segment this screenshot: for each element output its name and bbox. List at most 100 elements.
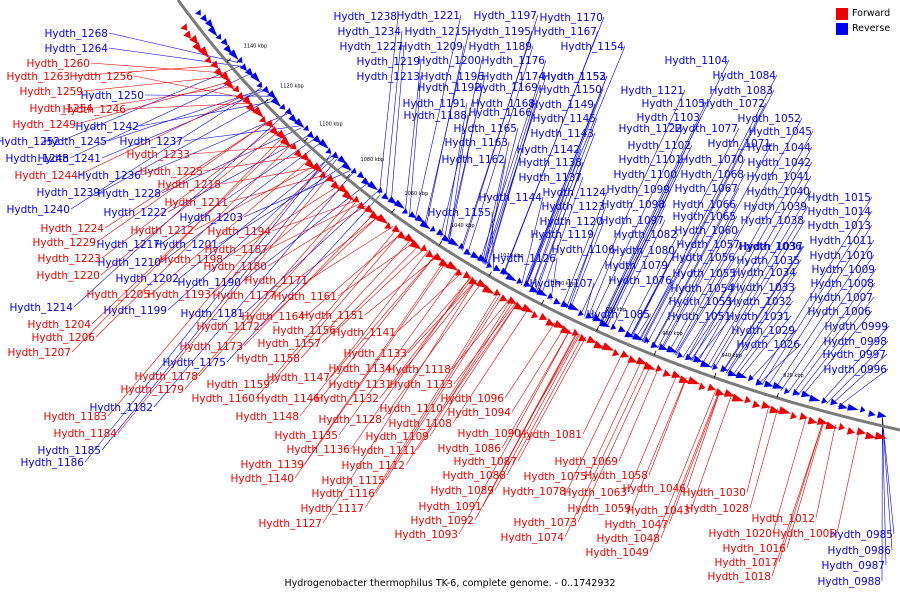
gene-arrow[interactable]	[627, 355, 638, 363]
gene-label[interactable]: Hydth_1053	[668, 296, 732, 308]
gene-label[interactable]: Hydth_1121	[620, 85, 684, 97]
gene-arrow[interactable]	[593, 340, 605, 349]
gene-arrow[interactable]	[204, 56, 212, 64]
gene-label[interactable]: Hydth_1072	[701, 98, 765, 110]
gene-label[interactable]: Hydth_1090	[457, 428, 521, 440]
gene-label[interactable]: Hydth_1240	[6, 204, 70, 216]
gene-arrow[interactable]	[200, 14, 208, 22]
gene-label[interactable]: Hydth_1015	[807, 192, 871, 204]
gene-label[interactable]: Hydth_1099	[606, 184, 670, 196]
gene-label[interactable]: Hydth_1162	[441, 154, 505, 166]
gene-arrow[interactable]	[306, 131, 315, 139]
gene-label[interactable]: Hydth_1089	[430, 485, 494, 497]
gene-arrow[interactable]	[463, 248, 472, 255]
gene-label[interactable]: Hydth_1256	[69, 71, 133, 83]
gene-label[interactable]: Hydth_1184	[53, 428, 117, 440]
gene-label[interactable]: Hydth_1183	[43, 411, 107, 423]
gene-label[interactable]: Hydth_0996	[823, 364, 887, 376]
gene-label[interactable]: Hydth_1167	[533, 26, 597, 38]
gene-label[interactable]: Hydth_1083	[709, 85, 773, 97]
gene-label[interactable]: Hydth_1131	[328, 379, 392, 391]
gene-label[interactable]: Hydth_1254	[29, 103, 93, 115]
gene-arrow[interactable]	[513, 301, 525, 311]
gene-label[interactable]: Hydth_1033	[731, 282, 795, 294]
gene-arrow[interactable]	[864, 431, 877, 440]
gene-label[interactable]: Hydth_1189	[468, 41, 532, 53]
gene-label[interactable]: Hydth_1203	[179, 212, 243, 224]
gene-label[interactable]: Hydth_1032	[728, 296, 792, 308]
gene-label[interactable]: Hydth_1115	[321, 475, 385, 487]
gene-arrow[interactable]	[856, 427, 867, 436]
gene-arrow[interactable]	[270, 96, 281, 107]
gene-arrow[interactable]	[267, 90, 277, 100]
gene-label[interactable]: Hydth_1225	[139, 166, 203, 178]
gene-arrow[interactable]	[242, 95, 252, 106]
gene-label[interactable]: Hydth_1260	[26, 58, 90, 70]
gene-arrow[interactable]	[387, 196, 397, 205]
gene-label[interactable]: Hydth_1149	[530, 99, 594, 111]
gene-arrow[interactable]	[441, 234, 451, 243]
gene-arrow[interactable]	[341, 190, 354, 201]
gene-arrow[interactable]	[658, 343, 668, 350]
gene-arrow[interactable]	[560, 300, 570, 308]
gene-label[interactable]: Hydth_1202	[115, 273, 179, 285]
gene-label[interactable]: Hydth_1163	[444, 137, 508, 149]
gene-label[interactable]: Hydth_1006	[807, 306, 871, 318]
gene-arrow[interactable]	[311, 162, 324, 174]
gene-arrow[interactable]	[847, 403, 859, 411]
gene-arrow[interactable]	[356, 201, 366, 210]
gene-label[interactable]: Hydth_1092	[410, 515, 474, 527]
gene-label[interactable]: Hydth_1122	[618, 123, 682, 135]
gene-arrow[interactable]	[476, 254, 489, 263]
gene-arrow[interactable]	[492, 264, 501, 272]
gene-label[interactable]: Hydth_1169	[474, 82, 538, 94]
gene-label[interactable]: Hydth_1259	[19, 86, 83, 98]
gene-arrow[interactable]	[735, 371, 748, 379]
gene-label[interactable]: Hydth_1014	[807, 206, 871, 218]
gene-arrow[interactable]	[650, 341, 659, 348]
gene-arrow[interactable]	[318, 138, 329, 149]
gene-arrow[interactable]	[687, 376, 701, 385]
gene-label[interactable]: Hydth_1190	[177, 277, 241, 289]
gene-arrow[interactable]	[393, 199, 405, 209]
gene-label[interactable]: Hydth_1151	[300, 310, 364, 322]
gene-arrow[interactable]	[318, 171, 326, 178]
gene-label[interactable]: Hydth_1207	[7, 347, 71, 359]
gene-label[interactable]: Hydth_1077	[674, 123, 738, 135]
gene-label[interactable]: Hydth_1056	[671, 252, 735, 264]
gene-label[interactable]: Hydth_1165	[453, 123, 517, 135]
gene-label[interactable]: Hydth_1097	[600, 215, 664, 227]
gene-label[interactable]: Hydth_1145	[532, 113, 596, 125]
gene-arrow[interactable]	[790, 411, 797, 420]
gene-label[interactable]: Hydth_1137	[518, 172, 582, 184]
gene-label[interactable]: Hydth_0999	[824, 321, 888, 333]
gene-arrow[interactable]	[723, 389, 736, 397]
gene-arrow[interactable]	[692, 355, 703, 363]
gene-arrow[interactable]	[636, 356, 648, 365]
gene-label[interactable]: Hydth_1139	[240, 459, 304, 471]
gene-arrow[interactable]	[425, 250, 434, 258]
gene-label[interactable]: Hydth_1180	[203, 261, 267, 273]
gene-label[interactable]: Hydth_1242	[75, 121, 139, 133]
gene-arrow[interactable]	[874, 431, 888, 440]
gene-label[interactable]: Hydth_1148	[235, 411, 299, 423]
gene-arrow[interactable]	[662, 369, 671, 377]
gene-label[interactable]: Hydth_1144	[478, 192, 542, 204]
gene-label[interactable]: Hydth_1103	[636, 112, 700, 124]
gene-label[interactable]: Hydth_1210	[97, 257, 161, 269]
gene-label[interactable]: Hydth_1039	[743, 201, 807, 213]
gene-arrow[interactable]	[523, 280, 532, 287]
gene-label[interactable]: Hydth_1168	[471, 98, 535, 110]
gene-label[interactable]: Hydth_1215	[404, 26, 468, 38]
gene-arrow[interactable]	[245, 102, 257, 113]
gene-label[interactable]: Hydth_1204	[27, 319, 91, 331]
gene-label[interactable]: Hydth_1048	[596, 533, 660, 545]
gene-label[interactable]: Hydth_1007	[809, 292, 873, 304]
gene-arrow[interactable]	[360, 177, 371, 186]
gene-arrow[interactable]	[219, 71, 230, 82]
gene-arrow[interactable]	[838, 422, 846, 431]
gene-label[interactable]: Hydth_1120	[539, 216, 603, 228]
gene-arrow[interactable]	[207, 25, 218, 37]
gene-label[interactable]: Hydth_1071	[707, 138, 771, 150]
gene-label[interactable]: Hydth_1016	[722, 543, 786, 555]
